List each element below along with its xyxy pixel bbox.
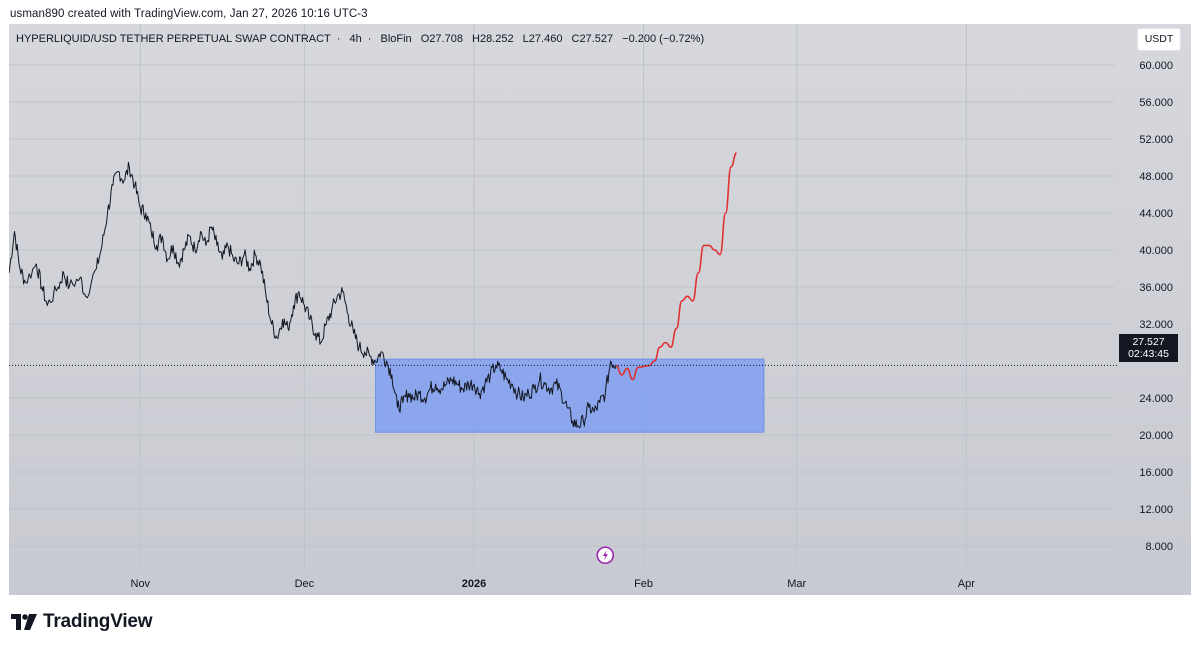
lightning-glyph — [602, 550, 609, 561]
currency-button[interactable]: USDT — [1137, 28, 1181, 51]
tradingview-logo-icon — [11, 614, 37, 630]
price-series-line[interactable] — [9, 161, 617, 429]
y-tick-label: 12.000 — [1139, 504, 1173, 516]
y-tick-label: 44.000 — [1139, 208, 1173, 220]
ohlc-close: C27.527 — [571, 33, 614, 45]
y-tick-label: 60.000 — [1139, 60, 1173, 72]
forecast-series-layer — [615, 152, 737, 381]
x-tick-label: Dec — [295, 578, 315, 590]
lightning-icon[interactable] — [596, 546, 615, 565]
price-series-layer — [9, 161, 617, 429]
ohlc-change: −0.200 (−0.72%) — [622, 33, 705, 45]
exchange-label: BloFin — [380, 33, 412, 45]
grid-lines — [9, 24, 1114, 571]
event-marker-layer[interactable] — [596, 546, 615, 565]
range-box-layer — [375, 358, 765, 433]
y-tick-label: 16.000 — [1139, 467, 1173, 479]
ohlc-open: O27.708 — [420, 33, 463, 45]
chart-svg[interactable]: 60.000 56.000 52.000 48.000 44.000 40.000 36.0… — [9, 24, 1191, 595]
ohlc-low: L27.460 — [522, 33, 563, 45]
y-tick-label: 32.000 — [1139, 319, 1173, 331]
y-tick-label: 52.000 — [1139, 134, 1173, 146]
y-axis[interactable]: 60.000 56.000 52.000 48.000 44.000 40.000 36.0… — [1139, 60, 1173, 553]
x-tick-label: Mar — [787, 578, 806, 590]
y-tick-label: 8.000 — [1145, 541, 1173, 553]
tradingview-logo[interactable]: TradingView — [11, 610, 153, 634]
y-tick-label: 40.000 — [1139, 245, 1173, 257]
y-tick-label: 20.000 — [1139, 430, 1173, 442]
symbol-legend[interactable]: HYPERLIQUID/USD TETHER PERPETUAL SWAP CO… — [16, 33, 705, 45]
y-tick-label: 48.000 — [1139, 171, 1173, 183]
forecast-series-line[interactable] — [615, 152, 737, 381]
chart-area[interactable]: 60.000 56.000 52.000 48.000 44.000 40.000 36.0… — [9, 24, 1191, 595]
y-tick-label: 56.000 — [1139, 97, 1173, 109]
consolidation-range-box[interactable] — [375, 358, 765, 433]
x-tick-label: 2026 — [462, 578, 486, 590]
last-price-value: 27.527 — [1132, 336, 1165, 348]
last-price-badge: 27.527 02:43:45 — [1119, 334, 1178, 362]
ohlc-high: H28.252 — [472, 33, 514, 45]
interval-label[interactable]: 4h — [349, 33, 362, 45]
symbol-name: HYPERLIQUID/USD TETHER PERPETUAL SWAP CO… — [16, 33, 331, 45]
y-tick-label: 36.000 — [1139, 282, 1173, 294]
author-credit: usman890 created with TradingView.com, J… — [10, 8, 368, 20]
x-axis[interactable]: Nov Dec 2026 Feb Mar Apr — [131, 578, 976, 590]
bar-countdown: 02:43:45 — [1128, 348, 1169, 360]
x-tick-label: Nov — [131, 578, 151, 590]
x-tick-label: Apr — [958, 578, 975, 590]
y-tick-label: 24.000 — [1139, 393, 1173, 405]
x-tick-label: Feb — [634, 578, 653, 590]
brand-name: TradingView — [43, 611, 153, 632]
